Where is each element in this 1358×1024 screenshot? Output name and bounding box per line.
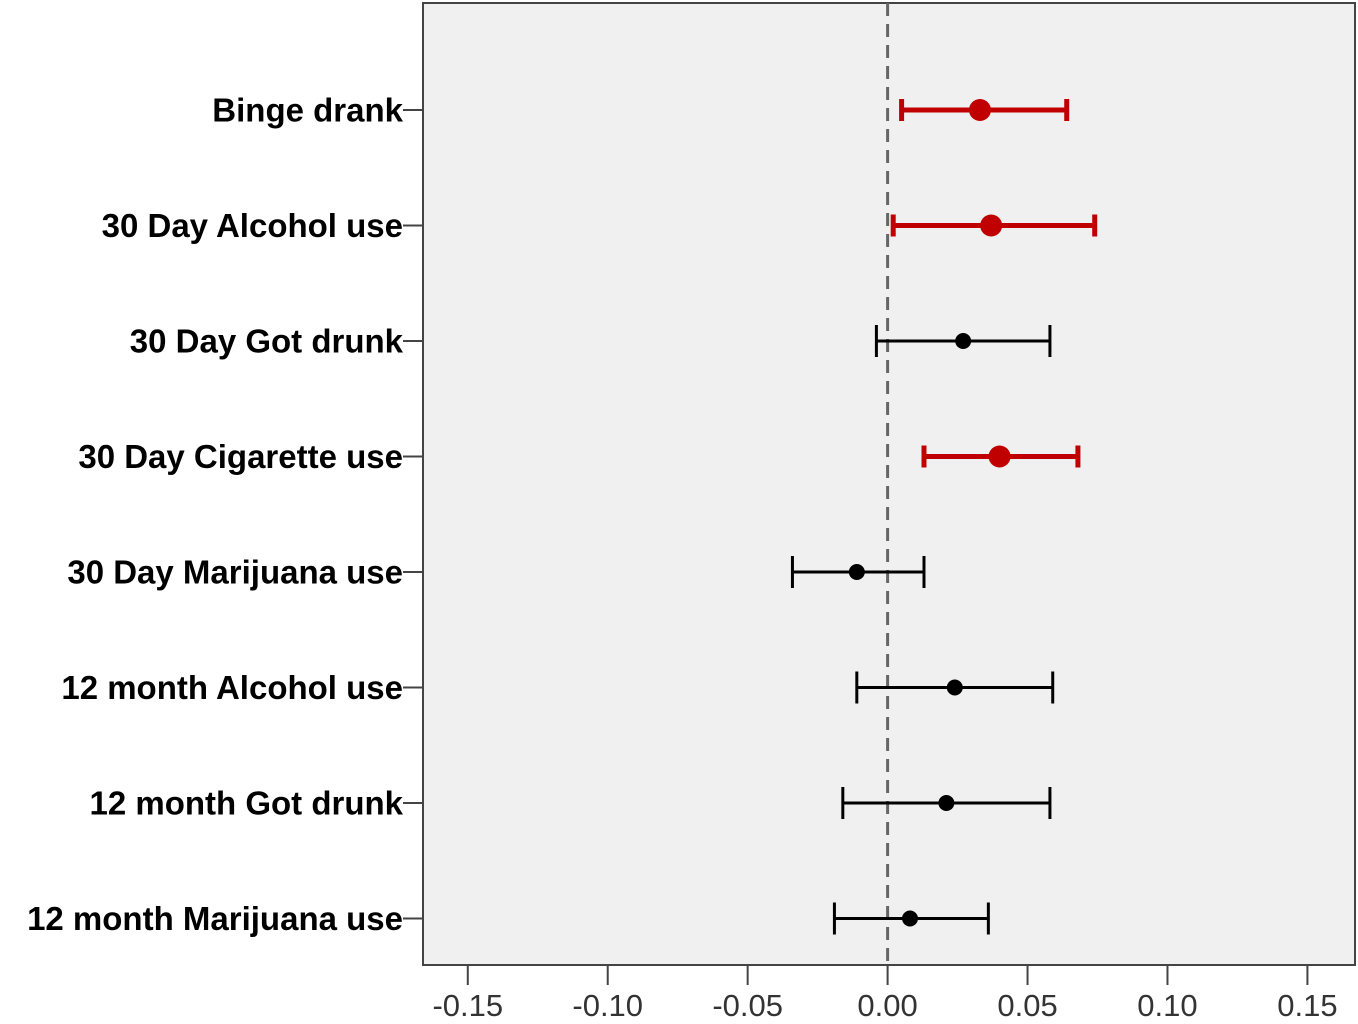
point-estimate [848,564,865,580]
y-tick-label: 12 month Got drunk [90,785,404,822]
y-tick-label: 12 month Marijuana use [27,900,403,937]
y-tick-label: 12 month Alcohol use [61,669,403,706]
point-estimate [946,679,963,696]
point-estimate [980,214,1003,237]
y-tick-label: 30 Day Got drunk [130,323,404,360]
y-tick-label: 30 Day Alcohol use [102,207,403,244]
y-tick-label: 30 Day Cigarette use [78,438,403,475]
plot-area [422,2,1356,966]
x-tick-label: 0.15 [1277,988,1337,1023]
x-tick-label: 0.10 [1137,988,1197,1023]
x-tick-label: -0.10 [572,988,643,1023]
point-estimate [988,445,1011,468]
x-tick-label: 0.05 [997,988,1057,1023]
point-estimate [901,910,918,927]
y-tick-label: 30 Day Marijuana use [67,554,403,591]
point-estimate [955,333,972,349]
y-tick-label: Binge drank [212,92,403,129]
x-tick-label: 0.00 [857,988,917,1023]
point-estimate [968,99,991,121]
x-tick-label: -0.05 [712,988,783,1023]
x-tick-label: -0.15 [432,988,503,1023]
point-estimate [938,795,955,811]
